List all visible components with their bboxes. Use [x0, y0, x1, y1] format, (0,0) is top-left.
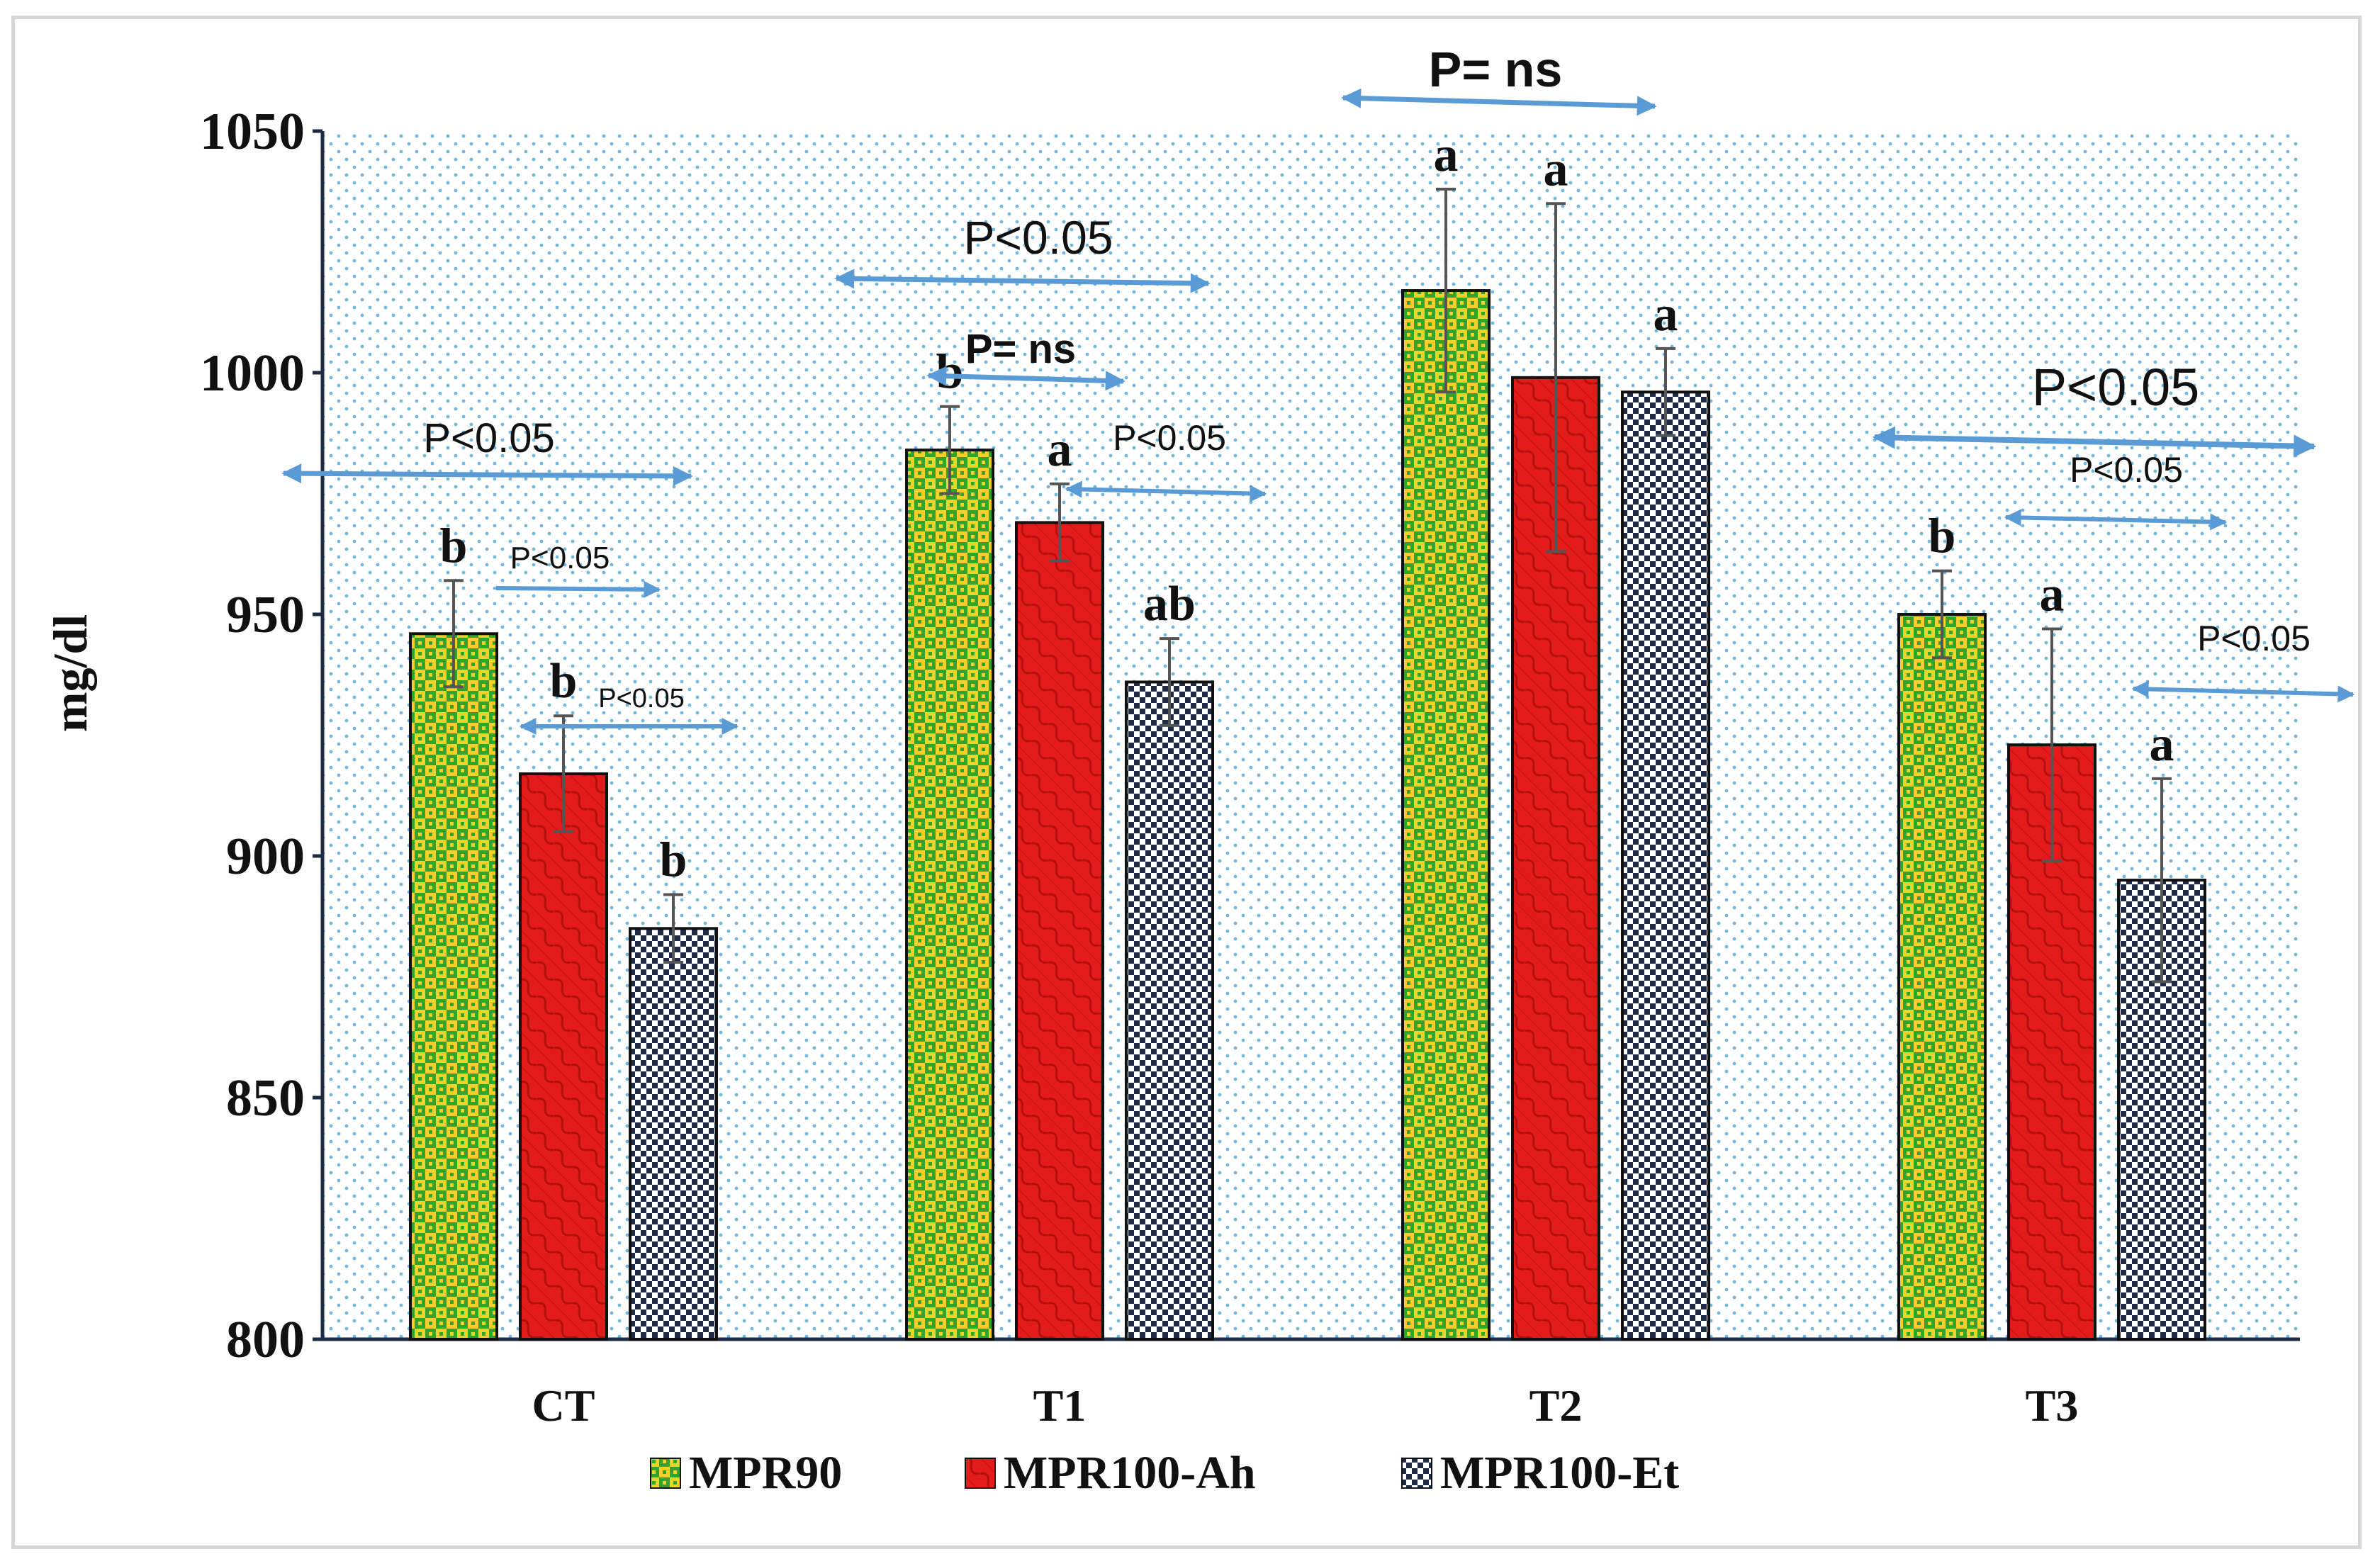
bar-mpr100-et-ct — [629, 927, 718, 1341]
bar-mpr100-ah-ct — [519, 772, 608, 1341]
significance-letter: b — [936, 345, 964, 400]
x-tick-label-t3: T3 — [2026, 1380, 2079, 1431]
error-bar-mpr90-t1 — [940, 405, 960, 495]
p-text-t3-90-ah: P<0.05 — [2070, 450, 2183, 490]
significance-letter: a — [1544, 142, 1568, 196]
p-arrow-t3-90-ah — [2004, 509, 2228, 531]
legend-swatch-mpr100-et — [1401, 1458, 1432, 1489]
legend-label-mpr90: MPR90 — [689, 1447, 842, 1499]
error-bar-mpr100-et-ct — [663, 893, 683, 964]
y-tick-label: 1000 — [200, 344, 305, 402]
legend-label-mpr100-ah: MPR100-Ah — [1004, 1447, 1256, 1499]
y-tick-label: 1050 — [200, 103, 305, 161]
bar-mpr90-t1 — [905, 449, 994, 1341]
y-tick-label: 850 — [226, 1069, 305, 1127]
bar-mpr100-et-t1 — [1125, 680, 1214, 1341]
p-arrow-ct-90-ah — [495, 580, 661, 598]
p-arrow-t1-ah-et — [1065, 480, 1267, 502]
p-value-annotations: P<0.05 P<0.05 P<0.05 P<0.05 P= ns P<0.05… — [281, 42, 2355, 735]
error-bar-mpr100-et-t3 — [2152, 777, 2172, 984]
p-text-ct-overall: P<0.05 — [423, 415, 554, 461]
significance-letter: a — [2150, 717, 2174, 772]
error-bar-mpr100-ah-ct — [554, 714, 573, 833]
p-arrow-t3-ah-et — [2131, 680, 2355, 703]
p-arrow-t1-overall — [834, 269, 1211, 293]
error-bar-mpr90-t3 — [1932, 569, 1952, 660]
bars — [409, 289, 2206, 1341]
x-tick-label-t2: T2 — [1529, 1380, 1583, 1431]
p-text-t3-ah-et: P<0.05 — [2197, 619, 2311, 658]
error-bars — [444, 187, 2172, 984]
error-bar-mpr90-t2 — [1436, 187, 1456, 394]
p-arrow-t1-90-ah — [926, 366, 1126, 391]
x-tick-labels: CT T1 T2 T3 — [532, 1380, 2079, 1431]
bar-mpr90-t2 — [1401, 289, 1491, 1341]
p-text-t1-overall: P<0.05 — [963, 211, 1113, 264]
plot-area — [322, 131, 2300, 1339]
bar-mpr100-et-t2 — [1621, 390, 1710, 1341]
significance-letter: a — [1654, 287, 1678, 342]
significance-letter: a — [1434, 128, 1459, 182]
bar-mpr90-t3 — [1897, 613, 1987, 1341]
p-text-t1-ah-et: P<0.05 — [1113, 418, 1226, 458]
error-bar-mpr90-ct — [444, 579, 464, 689]
x-tick-label-ct: CT — [532, 1380, 595, 1431]
p-text-t1-90-ah: P= ns — [965, 326, 1076, 372]
significance-letter: b — [660, 833, 687, 888]
error-bar-mpr100-et-t1 — [1160, 637, 1179, 727]
p-text-t3-overall: P<0.05 — [2032, 358, 2200, 417]
legend: MPR90 MPR100-Ah MPR100-Et — [650, 1447, 1679, 1499]
y-axis-label: mg/dl — [43, 614, 97, 732]
significance-letter: b — [550, 654, 578, 709]
y-tick-labels: 800 850 900 950 1000 1050 — [200, 103, 305, 1369]
significance-letter: b — [1929, 509, 1956, 564]
bar-mpr90-ct — [409, 632, 498, 1341]
error-bar-mpr100-et-t2 — [1656, 347, 1675, 437]
y-tick-marks — [313, 129, 322, 1341]
p-text-t2-overall: P= ns — [1429, 42, 1563, 97]
y-tick-label: 800 — [226, 1311, 305, 1369]
y-tick-label: 900 — [226, 828, 305, 886]
significance-letter: a — [1048, 422, 1072, 477]
error-bar-mpr100-ah-t2 — [1546, 202, 1566, 553]
y-tick-label: 950 — [226, 586, 305, 644]
p-arrow-ct-overall — [281, 463, 693, 486]
bar-mpr100-ah-t1 — [1015, 521, 1104, 1341]
significance-letter: ab — [1143, 577, 1196, 631]
significance-letter: a — [2040, 567, 2065, 621]
legend-swatch-mpr90 — [650, 1458, 681, 1489]
legend-label-mpr100-et: MPR100-Et — [1440, 1447, 1679, 1499]
error-bar-mpr100-ah-t3 — [2042, 627, 2062, 862]
significance-letter: b — [440, 519, 468, 573]
legend-swatch-mpr100-ah — [965, 1458, 996, 1489]
x-tick-label-t1: T1 — [1033, 1380, 1087, 1431]
p-text-ct-ah-et: P<0.05 — [598, 684, 685, 714]
p-arrow-t2-overall — [1341, 88, 1657, 116]
p-text-ct-90-ah: P<0.05 — [510, 541, 610, 575]
p-arrow-t3-overall — [1872, 426, 2317, 458]
